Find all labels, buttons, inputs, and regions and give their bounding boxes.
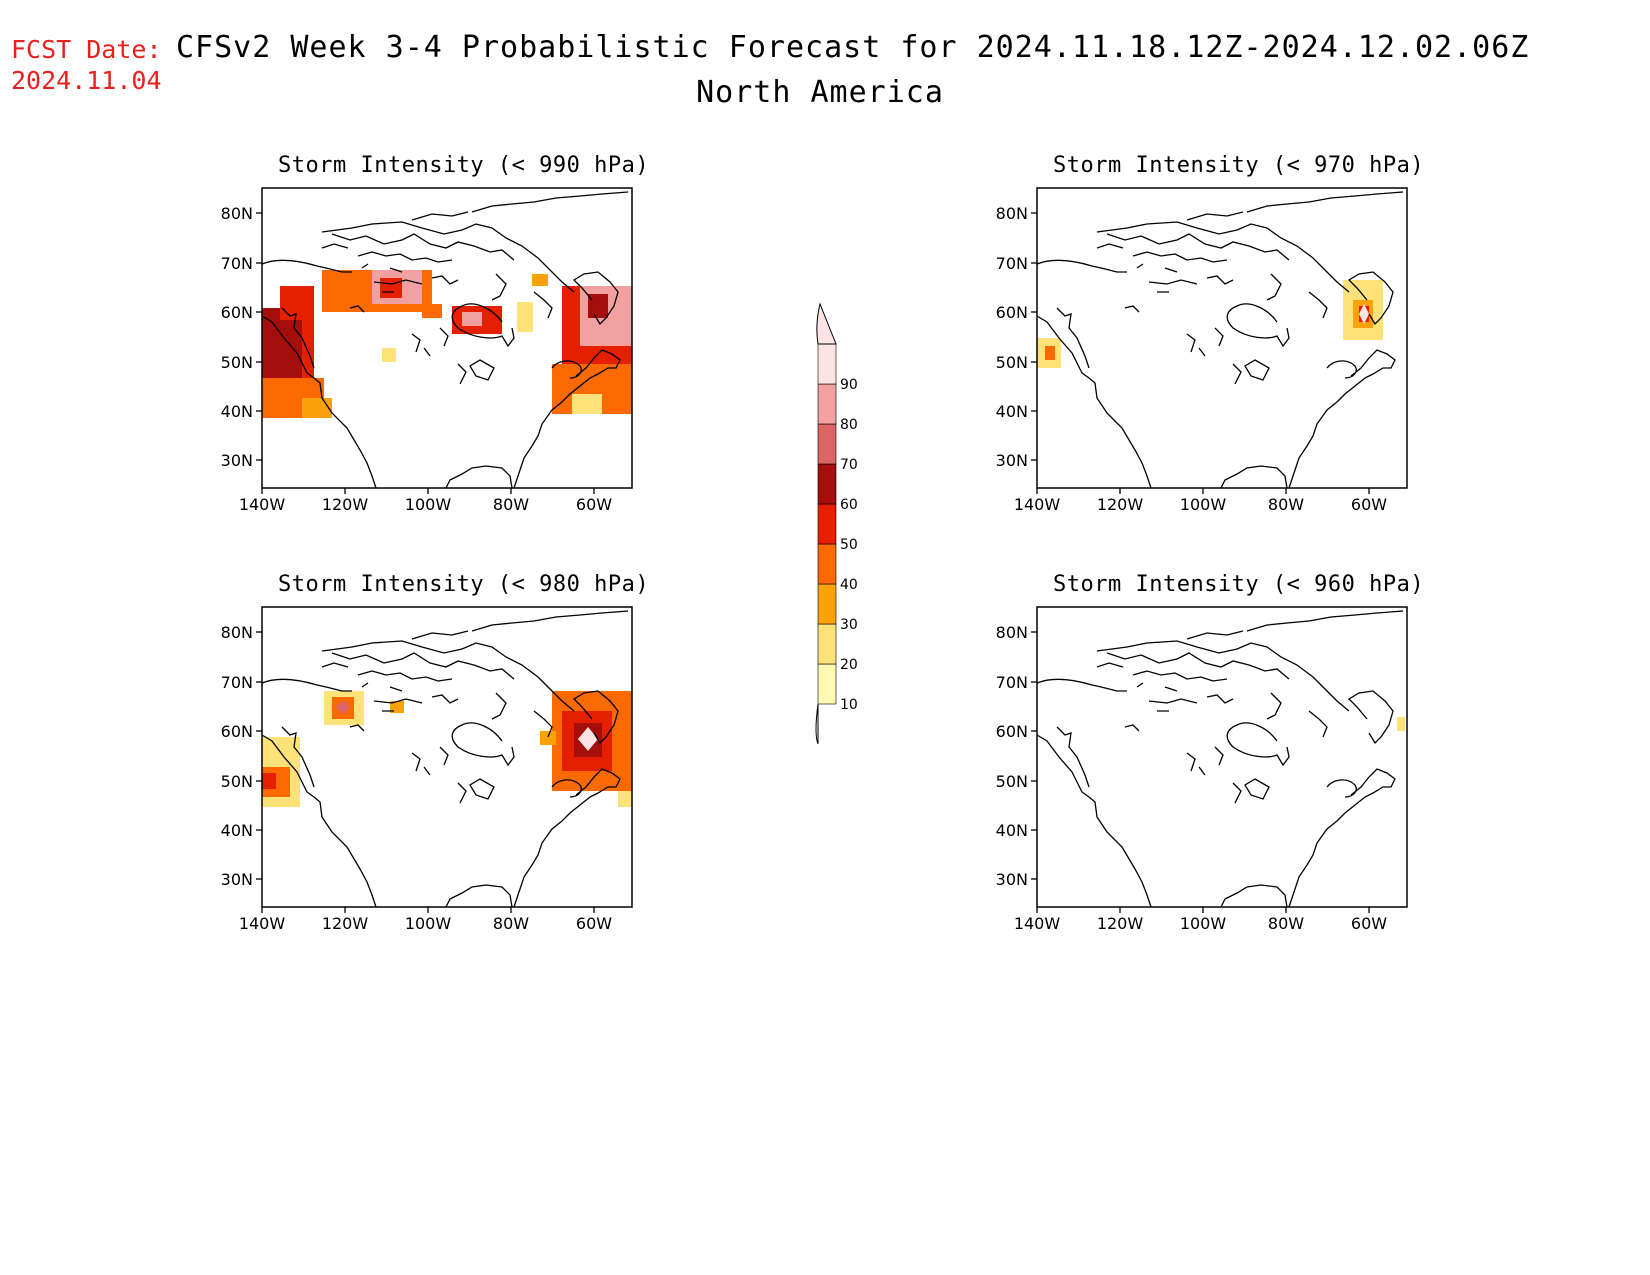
colorbar-swatch <box>817 423 837 465</box>
lon-tick-label: 80W <box>493 495 529 514</box>
lat-tick-label: 30N <box>221 870 253 889</box>
region-subtitle: North America <box>696 75 944 110</box>
lat-tick-label: 70N <box>996 254 1028 273</box>
shading-970 <box>1037 280 1383 368</box>
lat-tick-label: 70N <box>996 673 1028 692</box>
colorbar-label: 10 <box>840 697 858 713</box>
lon-tick-label: 100W <box>1180 495 1227 514</box>
lon-tick-label: 120W <box>1097 495 1144 514</box>
lon-tick-label: 140W <box>1014 914 1061 933</box>
panel-title-980: Storm Intensity (< 980 hPa) <box>278 572 650 597</box>
map-panel-970 <box>1036 187 1408 489</box>
lat-tick-label: 30N <box>996 870 1028 889</box>
lon-tick-label: 140W <box>239 495 286 514</box>
lon-tick-label: 60W <box>576 914 612 933</box>
panel-title-990: Storm Intensity (< 990 hPa) <box>278 153 650 178</box>
colorbar-top-cap <box>816 302 837 345</box>
lon-tick-label: 120W <box>322 495 369 514</box>
lon-tick-label: 120W <box>1097 914 1144 933</box>
lon-tick-label: 60W <box>576 495 612 514</box>
colorbar-swatch <box>817 343 837 385</box>
lat-tick-label: 50N <box>221 353 253 372</box>
lon-tick-label: 100W <box>405 495 452 514</box>
lon-tick-label: 80W <box>493 914 529 933</box>
colorbar-label: 60 <box>840 497 858 513</box>
lat-tick-label: 40N <box>221 821 253 840</box>
lon-tick-label: 60W <box>1351 914 1387 933</box>
lon-tick-label: 60W <box>1351 495 1387 514</box>
lon-tick-label: 140W <box>1014 495 1061 514</box>
colorbar-swatch <box>817 463 837 505</box>
lon-tick-label: 100W <box>1180 914 1227 933</box>
colorbar-swatch <box>817 663 837 705</box>
map-panel-990 <box>261 187 633 489</box>
lon-tick-label: 100W <box>405 914 452 933</box>
axes-layer: 80N 70N 60N 50N 40N 30N 140W 120W 100W 80W 60W 80N 7… <box>221 204 1388 933</box>
colorbar-bottom-cap <box>815 703 819 745</box>
colorbar-label: 80 <box>840 417 858 433</box>
lat-tick-label: 80N <box>996 623 1028 642</box>
lat-tick-label: 80N <box>996 204 1028 223</box>
colorbar-swatch <box>817 383 837 425</box>
lon-tick-label: 80W <box>1268 914 1304 933</box>
lat-tick-label: 50N <box>221 772 253 791</box>
colorbar-label: 70 <box>840 457 858 473</box>
colorbar-label: 90 <box>840 377 858 393</box>
main-title: CFSv2 Week 3-4 Probabilistic Forecast fo… <box>176 30 1530 65</box>
lat-tick-label: 30N <box>996 451 1028 470</box>
lon-tick-label: 80W <box>1268 495 1304 514</box>
lat-tick-label: 80N <box>221 623 253 642</box>
colorbar-swatch <box>817 623 837 665</box>
lat-tick-label: 60N <box>221 722 253 741</box>
colorbar-swatch <box>817 543 837 585</box>
shading-960 <box>1397 717 1405 731</box>
lat-tick-label: 70N <box>221 673 253 692</box>
lat-tick-label: 70N <box>221 254 253 273</box>
colorbar-swatch <box>817 583 837 625</box>
panel-title-960: Storm Intensity (< 960 hPa) <box>1053 572 1425 597</box>
lat-tick-label: 60N <box>996 303 1028 322</box>
shading-990 <box>262 270 632 418</box>
lat-tick-label: 60N <box>221 303 253 322</box>
shading-980 <box>262 691 632 807</box>
lat-tick-label: 30N <box>221 451 253 470</box>
lat-tick-label: 40N <box>996 821 1028 840</box>
colorbar-swatch <box>817 503 837 545</box>
lat-tick-label: 50N <box>996 353 1028 372</box>
colorbar-label: 40 <box>840 577 858 593</box>
lat-tick-label: 40N <box>996 402 1028 421</box>
colorbar-label: 50 <box>840 537 858 553</box>
lat-tick-label: 60N <box>996 722 1028 741</box>
map-panel-980 <box>261 606 633 908</box>
colorbar: 10 20 30 40 50 60 70 80 90 <box>815 302 858 745</box>
panel-title-970: Storm Intensity (< 970 hPa) <box>1053 153 1425 178</box>
lon-tick-label: 120W <box>322 914 369 933</box>
colorbar-label: 30 <box>840 617 858 633</box>
lat-tick-label: 80N <box>221 204 253 223</box>
lon-tick-label: 140W <box>239 914 286 933</box>
colorbar-label: 20 <box>840 657 858 673</box>
forecast-date-label: FCST Date: <box>11 35 162 64</box>
map-panel-960 <box>1036 606 1408 908</box>
forecast-date-value: 2024.11.04 <box>11 66 162 95</box>
lat-tick-label: 50N <box>996 772 1028 791</box>
forecast-date: FCST Date: 2024.11.04 <box>11 34 162 96</box>
lat-tick-label: 40N <box>221 402 253 421</box>
